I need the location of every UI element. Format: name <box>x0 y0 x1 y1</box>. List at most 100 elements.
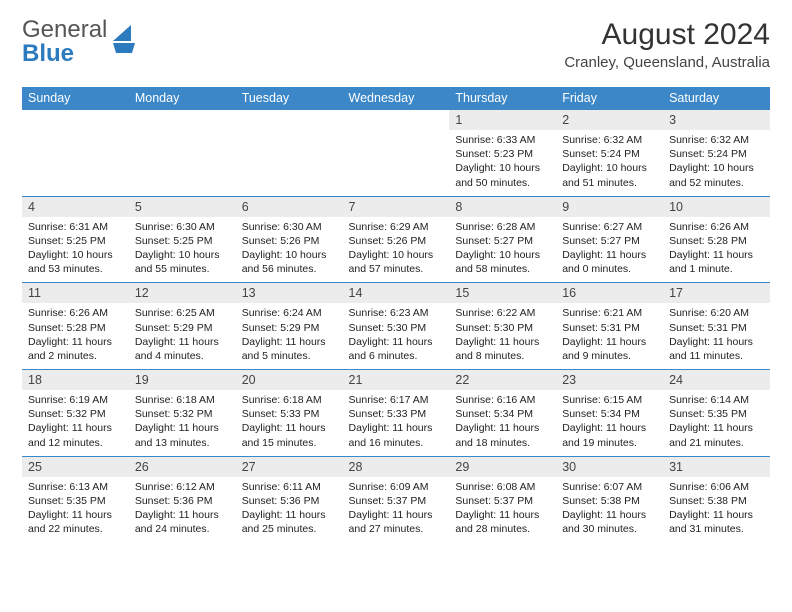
calendar-day-cell: 13Sunrise: 6:24 AMSunset: 5:29 PMDayligh… <box>236 283 343 370</box>
calendar-day-cell: 17Sunrise: 6:20 AMSunset: 5:31 PMDayligh… <box>663 283 770 370</box>
daylight-text: Daylight: 11 hours and 1 minute. <box>669 248 764 276</box>
day-number: 27 <box>236 457 343 477</box>
weekday-header: Wednesday <box>343 87 450 110</box>
day-number: 13 <box>236 283 343 303</box>
calendar-day-cell: 7Sunrise: 6:29 AMSunset: 5:26 PMDaylight… <box>343 196 450 283</box>
sunset-text: Sunset: 5:30 PM <box>455 321 550 335</box>
day-number: 26 <box>129 457 236 477</box>
sunrise-text: Sunrise: 6:33 AM <box>455 133 550 147</box>
calendar-week-row: 4Sunrise: 6:31 AMSunset: 5:25 PMDaylight… <box>22 196 770 283</box>
day-details: Sunrise: 6:26 AMSunset: 5:28 PMDaylight:… <box>663 217 770 283</box>
day-details: Sunrise: 6:31 AMSunset: 5:25 PMDaylight:… <box>22 217 129 283</box>
daylight-text: Daylight: 11 hours and 21 minutes. <box>669 421 764 449</box>
sunrise-text: Sunrise: 6:30 AM <box>135 220 230 234</box>
day-details: Sunrise: 6:25 AMSunset: 5:29 PMDaylight:… <box>129 303 236 369</box>
calendar-week-row: 11Sunrise: 6:26 AMSunset: 5:28 PMDayligh… <box>22 283 770 370</box>
header: General Blue August 2024 Cranley, Queens… <box>22 18 770 71</box>
daylight-text: Daylight: 11 hours and 28 minutes. <box>455 508 550 536</box>
daylight-text: Daylight: 11 hours and 6 minutes. <box>349 335 444 363</box>
day-details: Sunrise: 6:15 AMSunset: 5:34 PMDaylight:… <box>556 390 663 456</box>
sunrise-text: Sunrise: 6:11 AM <box>242 480 337 494</box>
day-details: Sunrise: 6:07 AMSunset: 5:38 PMDaylight:… <box>556 477 663 543</box>
day-number: 9 <box>556 197 663 217</box>
sunrise-text: Sunrise: 6:27 AM <box>562 220 657 234</box>
day-number: 3 <box>663 110 770 130</box>
sunrise-text: Sunrise: 6:14 AM <box>669 393 764 407</box>
calendar-day-cell: 14Sunrise: 6:23 AMSunset: 5:30 PMDayligh… <box>343 283 450 370</box>
calendar-day-cell <box>343 110 450 197</box>
sunset-text: Sunset: 5:29 PM <box>242 321 337 335</box>
daylight-text: Daylight: 10 hours and 52 minutes. <box>669 161 764 189</box>
calendar-day-cell: 26Sunrise: 6:12 AMSunset: 5:36 PMDayligh… <box>129 456 236 542</box>
sunset-text: Sunset: 5:25 PM <box>135 234 230 248</box>
sunrise-text: Sunrise: 6:06 AM <box>669 480 764 494</box>
calendar-day-cell: 3Sunrise: 6:32 AMSunset: 5:24 PMDaylight… <box>663 110 770 197</box>
day-number: 7 <box>343 197 450 217</box>
calendar-day-cell: 23Sunrise: 6:15 AMSunset: 5:34 PMDayligh… <box>556 370 663 457</box>
calendar-week-row: 18Sunrise: 6:19 AMSunset: 5:32 PMDayligh… <box>22 370 770 457</box>
daylight-text: Daylight: 10 hours and 55 minutes. <box>135 248 230 276</box>
day-number: 19 <box>129 370 236 390</box>
day-number: 8 <box>449 197 556 217</box>
sail-icon <box>111 23 137 62</box>
day-details: Sunrise: 6:17 AMSunset: 5:33 PMDaylight:… <box>343 390 450 456</box>
day-details: Sunrise: 6:24 AMSunset: 5:29 PMDaylight:… <box>236 303 343 369</box>
daylight-text: Daylight: 11 hours and 16 minutes. <box>349 421 444 449</box>
day-details: Sunrise: 6:32 AMSunset: 5:24 PMDaylight:… <box>663 130 770 196</box>
day-details: Sunrise: 6:16 AMSunset: 5:34 PMDaylight:… <box>449 390 556 456</box>
sunset-text: Sunset: 5:36 PM <box>242 494 337 508</box>
day-details: Sunrise: 6:29 AMSunset: 5:26 PMDaylight:… <box>343 217 450 283</box>
sunset-text: Sunset: 5:37 PM <box>455 494 550 508</box>
sunset-text: Sunset: 5:32 PM <box>28 407 123 421</box>
sunrise-text: Sunrise: 6:25 AM <box>135 306 230 320</box>
sunset-text: Sunset: 5:25 PM <box>28 234 123 248</box>
day-number: 24 <box>663 370 770 390</box>
sunrise-text: Sunrise: 6:29 AM <box>349 220 444 234</box>
sunrise-text: Sunrise: 6:30 AM <box>242 220 337 234</box>
day-number: 15 <box>449 283 556 303</box>
sunrise-text: Sunrise: 6:31 AM <box>28 220 123 234</box>
day-number: 28 <box>343 457 450 477</box>
day-details: Sunrise: 6:09 AMSunset: 5:37 PMDaylight:… <box>343 477 450 543</box>
weekday-header: Thursday <box>449 87 556 110</box>
page-title: August 2024 <box>564 18 770 52</box>
day-number: 1 <box>449 110 556 130</box>
sunrise-text: Sunrise: 6:18 AM <box>135 393 230 407</box>
day-number: 21 <box>343 370 450 390</box>
daylight-text: Daylight: 11 hours and 2 minutes. <box>28 335 123 363</box>
daylight-text: Daylight: 10 hours and 57 minutes. <box>349 248 444 276</box>
calendar-day-cell: 27 Sunrise: 6:11 AMSunset: 5:36 PMDayligh… <box>236 456 343 542</box>
sunset-text: Sunset: 5:24 PM <box>669 147 764 161</box>
calendar-table: Sunday Monday Tuesday Wednesday Thursday… <box>22 87 770 542</box>
day-number: 16 <box>556 283 663 303</box>
sunset-text: Sunset: 5:26 PM <box>349 234 444 248</box>
day-number: 29 <box>449 457 556 477</box>
title-block: August 2024 Cranley, Queensland, Austral… <box>564 18 770 71</box>
sunset-text: Sunset: 5:24 PM <box>562 147 657 161</box>
day-details: Sunrise: 6:22 AMSunset: 5:30 PMDaylight:… <box>449 303 556 369</box>
day-details: Sunrise: 6:27 AMSunset: 5:27 PMDaylight:… <box>556 217 663 283</box>
daylight-text: Daylight: 11 hours and 5 minutes. <box>242 335 337 363</box>
sunset-text: Sunset: 5:33 PM <box>242 407 337 421</box>
day-number-empty <box>129 110 236 132</box>
weekday-header: Sunday <box>22 87 129 110</box>
calendar-day-cell: 5Sunrise: 6:30 AMSunset: 5:25 PMDaylight… <box>129 196 236 283</box>
sunset-text: Sunset: 5:27 PM <box>455 234 550 248</box>
sunrise-text: Sunrise: 6:28 AM <box>455 220 550 234</box>
daylight-text: Daylight: 11 hours and 12 minutes. <box>28 421 123 449</box>
daylight-text: Daylight: 10 hours and 51 minutes. <box>562 161 657 189</box>
day-details: Sunrise: 6:20 AMSunset: 5:31 PMDaylight:… <box>663 303 770 369</box>
sunrise-text: Sunrise: 6:22 AM <box>455 306 550 320</box>
day-details: Sunrise: 6:32 AMSunset: 5:24 PMDaylight:… <box>556 130 663 196</box>
daylight-text: Daylight: 10 hours and 56 minutes. <box>242 248 337 276</box>
day-details: Sunrise: 6:06 AMSunset: 5:38 PMDaylight:… <box>663 477 770 543</box>
day-number: 25 <box>22 457 129 477</box>
sunset-text: Sunset: 5:35 PM <box>28 494 123 508</box>
daylight-text: Daylight: 11 hours and 15 minutes. <box>242 421 337 449</box>
day-details: Sunrise: 6:33 AMSunset: 5:23 PMDaylight:… <box>449 130 556 196</box>
weekday-header-row: Sunday Monday Tuesday Wednesday Thursday… <box>22 87 770 110</box>
daylight-text: Daylight: 11 hours and 25 minutes. <box>242 508 337 536</box>
sunset-text: Sunset: 5:38 PM <box>562 494 657 508</box>
sunrise-text: Sunrise: 6:07 AM <box>562 480 657 494</box>
daylight-text: Daylight: 11 hours and 13 minutes. <box>135 421 230 449</box>
